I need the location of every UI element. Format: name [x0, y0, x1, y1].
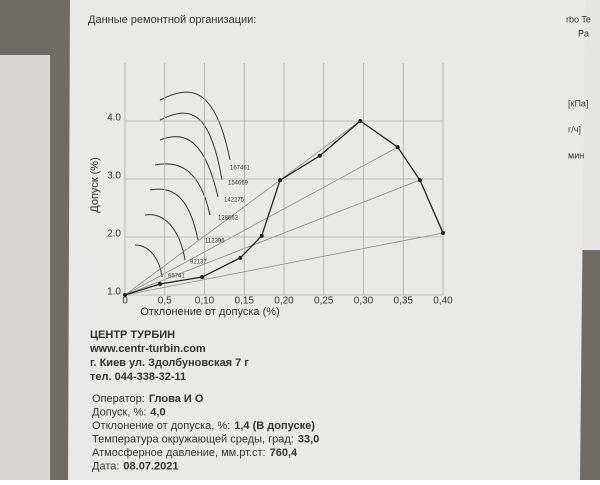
- x-tick-label: 0,20: [274, 296, 294, 307]
- curve-label: 65741: [168, 274, 185, 280]
- point: [441, 230, 445, 235]
- x-axis-label: Отклонение от допуска (%): [140, 306, 279, 318]
- side-fragment: г/ч]: [568, 124, 581, 134]
- point: [238, 255, 243, 260]
- side-fragment: [кПа]: [568, 98, 588, 108]
- detail-row: Температура окружающей среды, град: 33,0: [92, 433, 319, 445]
- detail-label: Отклонение от допуска, %:: [92, 420, 230, 432]
- x-tick-label: 0,30: [354, 296, 374, 307]
- curve-label: 112396: [205, 239, 225, 245]
- curve-label: 167461: [230, 166, 251, 172]
- detail-row: Отклонение от допуска, %: 1,4 (В допуске): [92, 420, 315, 432]
- detail-row: Атмосферное давление, мм.рт.ст: 760,4: [92, 447, 298, 459]
- x-tick-label: 0,5: [158, 296, 172, 307]
- point: [317, 153, 322, 158]
- y-tick-label: 2.0: [107, 229, 121, 240]
- detail-row: Допуск, %: 4,0: [92, 406, 166, 418]
- y-tick-label: 4.0: [107, 113, 121, 124]
- curve-label: 92137: [190, 260, 207, 266]
- point: [259, 233, 264, 238]
- point: [157, 281, 162, 286]
- y-tick-label: 1.0: [107, 287, 121, 298]
- x-tick-label: 0,25: [314, 296, 334, 307]
- y-axis-label: Допуск (%): [89, 157, 101, 213]
- x-tick-label: 0: [122, 296, 128, 307]
- curve-label: 142275: [224, 198, 245, 204]
- x-tick-label: 0,10: [195, 296, 215, 307]
- point: [395, 145, 400, 150]
- side-fragment: мин: [568, 150, 584, 160]
- detail-row: Дата: 08.07.2021: [92, 460, 178, 472]
- detail-label: Допуск, %:: [92, 406, 146, 418]
- detail-label: Дата:: [92, 460, 119, 472]
- paper: [68, 0, 585, 480]
- detail-value: 4,0: [150, 406, 165, 418]
- side-fragment: rbo Te: [566, 14, 591, 24]
- company-site: www.centr-turbin.com: [89, 343, 206, 355]
- company-name: ЦЕНТР ТУРБИН: [90, 329, 175, 341]
- point: [358, 119, 363, 123]
- detail-label: Атмосферное давление, мм.рт.ст:: [92, 447, 266, 459]
- side-fragment: Pa: [578, 28, 589, 38]
- detail-label: Температура окружающей среды, град:: [92, 433, 294, 445]
- x-tick-label: 0,35: [394, 296, 414, 307]
- detail-value: 1,4 (В допуске): [234, 420, 315, 432]
- point: [417, 178, 422, 183]
- point: [278, 178, 283, 183]
- header-title: Данные ремонтной организации:: [88, 14, 256, 26]
- company-address: г. Киев ул. Здолбуновская 7 г: [90, 357, 249, 369]
- left-paper: [0, 55, 50, 480]
- point: [123, 293, 127, 297]
- detail-label: Оператор:: [92, 393, 145, 405]
- curve-label: 128662: [218, 216, 239, 222]
- detail-value: 760,4: [270, 447, 298, 459]
- x-tick-label: 0,40: [433, 296, 453, 307]
- curve-label: 154669: [228, 181, 249, 187]
- detail-row: Оператор: Глова И О: [92, 393, 204, 405]
- detail-value: 08.07.2021: [123, 460, 178, 472]
- x-tick-label: 0,15: [235, 296, 255, 307]
- detail-value: 33,0: [298, 433, 319, 445]
- y-tick-label: 3.0: [107, 171, 121, 182]
- detail-value: Глова И О: [149, 393, 204, 405]
- point: [200, 275, 205, 280]
- company-phone: тел. 044-338-32-11: [90, 371, 186, 383]
